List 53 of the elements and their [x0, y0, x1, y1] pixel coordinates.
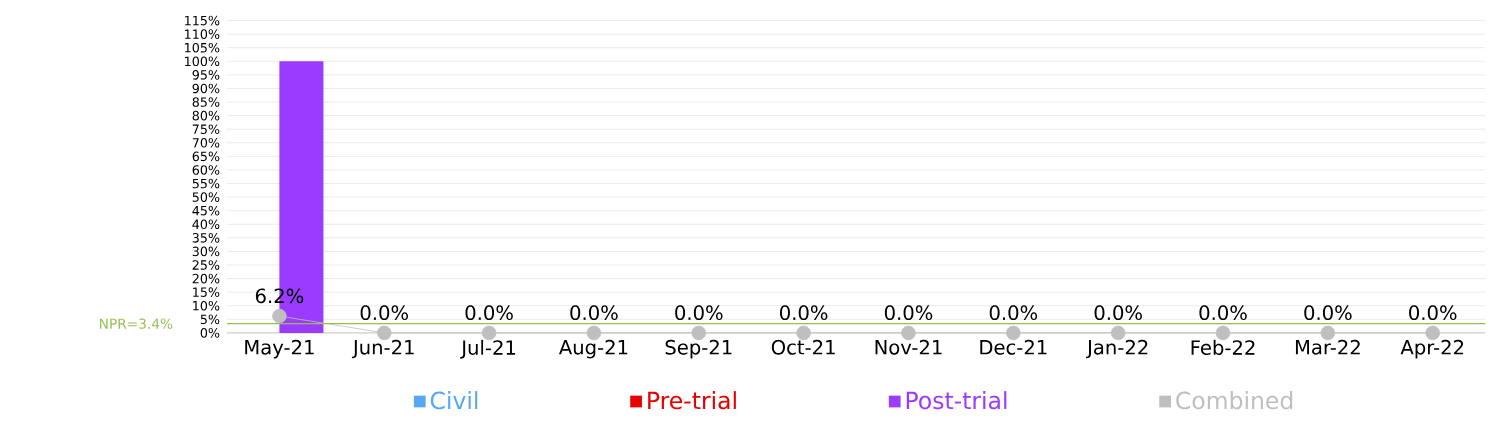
x-tick-label: Feb-22: [1191, 339, 1255, 356]
y-tick-label: 35%: [192, 233, 220, 243]
x-tick-label: Aug-21: [558, 339, 628, 359]
y-tick-label: 85%: [192, 97, 220, 107]
y-tick-label: 60%: [192, 165, 220, 175]
data-label: 0.0%: [1304, 305, 1352, 321]
y-tick-label: 100%: [185, 56, 220, 67]
y-tick-label: 10%: [193, 300, 220, 311]
data-label: 0.0%: [1199, 305, 1247, 321]
data-label: 0.0%: [675, 305, 723, 321]
data-label: 0.0%: [884, 305, 933, 321]
x-tick-label: Dec-21: [980, 339, 1047, 355]
x-tick-label: May-21: [245, 339, 314, 359]
x-tick-label: Mar-22: [1295, 339, 1360, 355]
y-tick-label: 70%: [192, 138, 220, 148]
y-tick-label: 105%: [185, 42, 220, 53]
x-tick-label: Sep-21: [665, 339, 732, 359]
y-tick-label: 0%: [200, 328, 220, 338]
data-label: 0.0%: [1094, 305, 1142, 321]
x-tick-label: Jul-21: [460, 339, 516, 359]
data-label: 0.0%: [465, 305, 513, 321]
y-tick-label: 45%: [192, 205, 220, 216]
y-tick-label: 65%: [192, 151, 220, 162]
y-tick-label: 90%: [192, 83, 220, 94]
y-tick-label: 75%: [192, 124, 220, 135]
data-label: 0.0%: [989, 305, 1038, 321]
data-label: 0.0%: [360, 305, 409, 321]
data-label: 0.0%: [570, 305, 618, 321]
x-tick-label: Jun-21: [351, 339, 414, 359]
x-tick-label: Jan-22: [1086, 339, 1148, 359]
legend-label: Combined: [1176, 391, 1293, 410]
y-tick-label: 25%: [192, 260, 220, 270]
y-tick-label: 15%: [193, 287, 220, 298]
x-tick-label: Apr-22: [1400, 339, 1464, 359]
ref-line-label: NPR=3.4%: [100, 318, 173, 329]
y-tick-label: 95%: [192, 70, 220, 80]
y-tick-label: 80%: [192, 110, 220, 121]
y-tick-label: 30%: [192, 246, 220, 257]
y-tick-label: 50%: [192, 192, 220, 202]
legend-label: Pre-trial: [648, 391, 736, 410]
y-tick-label: 115%: [185, 15, 220, 26]
legend-label: Post-trial: [906, 391, 1007, 410]
y-tick-label: 20%: [192, 273, 220, 284]
legend-label: Civil: [430, 391, 478, 410]
y-tick-label: 110%: [185, 29, 220, 39]
y-tick-label: 5%: [200, 314, 220, 325]
x-tick-label: Nov-21: [875, 339, 942, 355]
data-label: 0.0%: [1409, 305, 1457, 321]
y-tick-label: 40%: [192, 219, 220, 230]
y-tick-label: 55%: [192, 178, 220, 189]
data-label: 6.2%: [255, 288, 304, 304]
data-label: 0.0%: [780, 305, 828, 321]
x-tick-label: Oct-21: [771, 339, 835, 355]
